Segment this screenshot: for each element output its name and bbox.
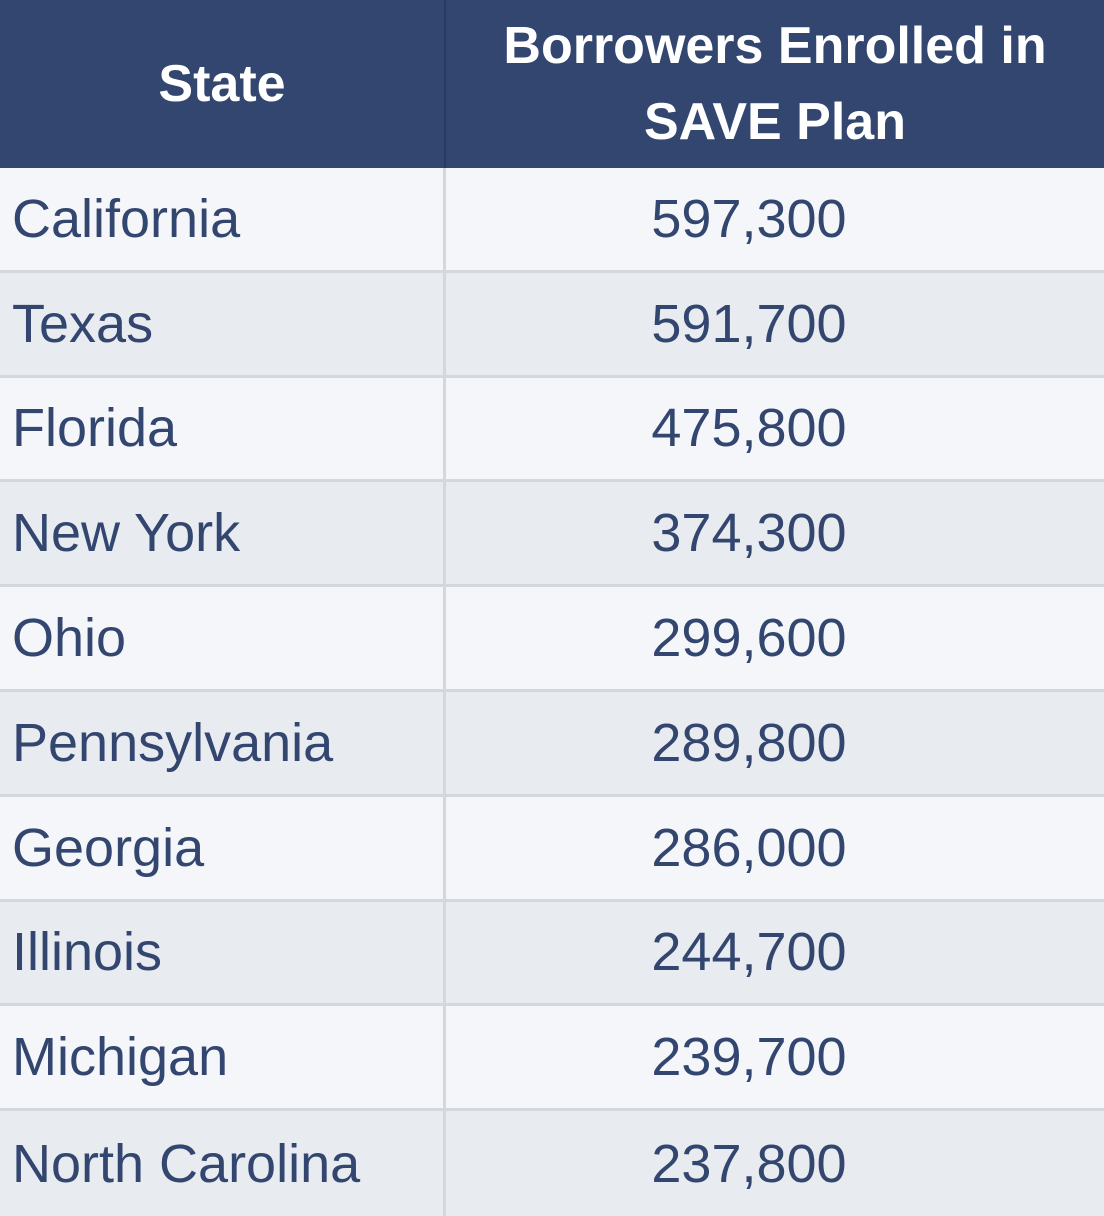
table-row: Ohio 299,600 bbox=[0, 587, 1104, 692]
state-cell: Ohio bbox=[0, 587, 446, 689]
enrolled-cell: 237,800 bbox=[651, 1133, 847, 1194]
state-cell: Pennsylvania bbox=[0, 691, 446, 794]
header-state: State bbox=[0, 0, 446, 168]
table-row: North Carolina 237,800 bbox=[0, 1111, 1104, 1216]
state-cell: Georgia bbox=[0, 796, 446, 899]
table-row: Florida 475,800 bbox=[0, 377, 1104, 483]
table-body: California 597,300 Texas 591,700 Florida… bbox=[0, 168, 1104, 1216]
table-row: California 597,300 bbox=[0, 168, 1104, 273]
table-header: State Borrowers Enrolled in SAVE Plan bbox=[0, 0, 1104, 168]
state-cell: California bbox=[0, 168, 446, 270]
enrolled-cell: 591,700 bbox=[651, 293, 847, 354]
table-row: Texas 591,700 bbox=[0, 272, 1104, 378]
enrolled-cell: 374,300 bbox=[651, 503, 847, 564]
enrolled-cell: 286,000 bbox=[651, 817, 847, 878]
state-cell: Illinois bbox=[0, 901, 446, 1004]
header-enrolled: Borrowers Enrolled in SAVE Plan bbox=[446, 0, 1104, 168]
enrolled-cell: 475,800 bbox=[651, 398, 847, 459]
state-cell: Texas bbox=[0, 272, 446, 375]
enrolled-cell: 289,800 bbox=[651, 712, 847, 773]
enrolled-cell: 299,600 bbox=[651, 608, 847, 669]
enrolled-cell: 244,700 bbox=[651, 922, 847, 983]
header-enrolled-line2: SAVE Plan bbox=[643, 93, 906, 151]
header-enrolled-line1: Borrowers Enrolled in bbox=[503, 17, 1047, 75]
enrolled-cell: 597,300 bbox=[651, 188, 847, 249]
state-cell: Florida bbox=[0, 377, 446, 480]
table-row: Michigan 239,700 bbox=[0, 1006, 1104, 1112]
state-cell: Michigan bbox=[0, 1006, 446, 1109]
enrolled-cell: 239,700 bbox=[651, 1027, 847, 1088]
table-row: Georgia 286,000 bbox=[0, 796, 1104, 902]
state-cell: New York bbox=[0, 482, 446, 585]
state-cell: North Carolina bbox=[0, 1111, 446, 1216]
table-row: Illinois 244,700 bbox=[0, 901, 1104, 1007]
table-row: Pennsylvania 289,800 bbox=[0, 691, 1104, 797]
table-row: New York 374,300 bbox=[0, 482, 1104, 588]
